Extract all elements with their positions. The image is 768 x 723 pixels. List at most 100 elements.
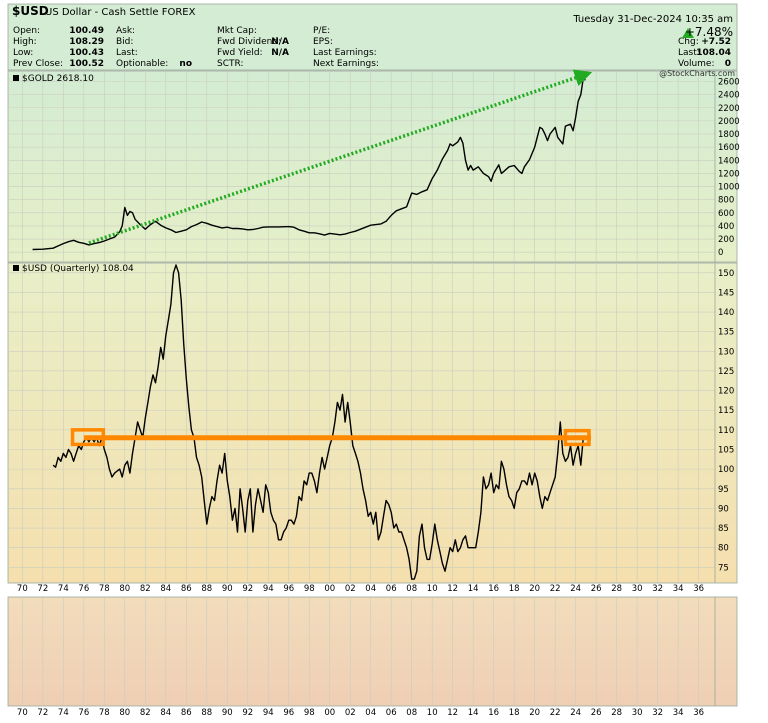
usd-series-line	[52, 264, 584, 580]
header-name: US Dollar - Cash Settle FOREX	[45, 7, 196, 18]
y-tick-label: 90	[718, 504, 729, 514]
x-tick-label: 18	[509, 584, 520, 594]
y-tick-label: 100	[718, 465, 734, 475]
y-tick-label: 800	[718, 196, 734, 206]
x-tick-label: 84	[160, 708, 171, 718]
x-tick-label: 02	[345, 708, 356, 718]
y-tick-label: 130	[718, 347, 734, 357]
x-tick-label: 70	[17, 708, 28, 718]
x-tick-label: 00	[324, 708, 335, 718]
x-tick-label: 02	[345, 584, 356, 594]
x-tick-label: 24	[570, 708, 581, 718]
y-tick-label: 1400	[718, 156, 740, 166]
y-tick-label: 1200	[718, 169, 740, 179]
y-tick-label: 95	[718, 485, 729, 495]
x-tick-label: 04	[365, 584, 376, 594]
usd-box-right	[563, 428, 591, 447]
grid	[8, 71, 715, 706]
header-field-value: 0	[725, 59, 731, 69]
x-tick-label: 20	[529, 584, 540, 594]
y-tick-label: 145	[718, 288, 734, 298]
x-tick-label: 76	[78, 708, 89, 718]
header-field-value: N/A	[271, 37, 289, 47]
x-tick-label: 88	[201, 708, 212, 718]
y-tick-label: 0	[718, 248, 723, 258]
y-tick-label: 150	[718, 269, 734, 279]
header-field-label: Next Earnings:	[313, 59, 379, 69]
header-field-label: Mkt Cap:	[217, 26, 257, 36]
x-tick-label: 72	[37, 708, 48, 718]
x-tick-label: 78	[99, 708, 110, 718]
header-field-label: Bid:	[116, 37, 133, 47]
x-tick-label: 10	[427, 708, 438, 718]
x-tick-label: 00	[324, 584, 335, 594]
gold-trend-arrow	[88, 69, 593, 245]
x-tick-label: 32	[652, 708, 663, 718]
x-tick-label: 98	[304, 584, 315, 594]
x-tick-label: 36	[693, 708, 704, 718]
y-tick-label: 1600	[718, 143, 740, 153]
axes: 70 70 72 72 74 74 76 76 78 78 80 80 82 82 84 84 86 86 88 88…	[17, 71, 740, 718]
header-field-value: no	[179, 59, 192, 69]
y-tick-label: 2600	[718, 78, 740, 88]
x-tick-label: 86	[181, 708, 192, 718]
x-tick-label: 76	[78, 584, 89, 594]
x-tick-label: 94	[263, 584, 274, 594]
x-tick-label: 78	[99, 584, 110, 594]
x-tick-label: 28	[611, 584, 622, 594]
x-tick-label: 08	[406, 708, 417, 718]
header-field-label: Low:	[13, 48, 33, 58]
empty-panel	[7, 596, 738, 707]
header-field-label: Fwd Yield:	[217, 48, 263, 58]
y-tick-label: 85	[718, 524, 729, 534]
header-field-value: +7.52	[701, 37, 731, 47]
header-field-label: P/E:	[313, 26, 330, 36]
usd-panel	[7, 262, 738, 584]
x-tick-label: 84	[160, 584, 171, 594]
x-tick-label: 06	[386, 584, 397, 594]
header-panel	[7, 3, 738, 71]
y-tick-label: 115	[718, 406, 734, 416]
x-tick-label: 10	[427, 584, 438, 594]
x-tick-label: 20	[529, 708, 540, 718]
x-tick-label: 94	[263, 708, 274, 718]
y-tick-label: 125	[718, 367, 734, 377]
x-tick-label: 92	[242, 708, 253, 718]
y-tick-label: 75	[718, 563, 729, 573]
header-field-value: 108.04	[696, 48, 731, 58]
header-field-label: Volume:	[678, 59, 715, 69]
header-field-label: Last:	[116, 48, 138, 58]
header-field-label: High:	[13, 37, 37, 47]
header-symbol: $USD	[12, 4, 49, 18]
x-tick-label: 08	[406, 584, 417, 594]
up-arrow-icon	[682, 28, 694, 38]
y-tick-label: 1000	[718, 183, 740, 193]
x-tick-label: 14	[468, 708, 479, 718]
header-field-label: Last Earnings:	[313, 48, 377, 58]
x-tick-label: 98	[304, 708, 315, 718]
x-tick-label: 22	[550, 584, 561, 594]
y-tick-label: 105	[718, 446, 734, 456]
x-tick-label: 34	[673, 584, 684, 594]
header-field-value: 100.43	[69, 48, 104, 58]
y-tick-label: 110	[718, 426, 734, 436]
x-tick-label: 26	[591, 708, 602, 718]
x-tick-label: 88	[201, 584, 212, 594]
y-tick-label: 400	[718, 222, 734, 232]
y-tick-label: 140	[718, 308, 734, 318]
y-tick-label: 200	[718, 235, 734, 245]
x-tick-label: 74	[58, 708, 69, 718]
header-field-label: Ask:	[116, 26, 135, 36]
x-tick-label: 14	[468, 584, 479, 594]
gold-legend: $GOLD 2618.10	[22, 74, 94, 84]
watermark: @StockCharts.com	[659, 69, 735, 78]
x-tick-label: 34	[673, 708, 684, 718]
x-tick-label: 92	[242, 584, 253, 594]
x-tick-label: 06	[386, 708, 397, 718]
x-tick-label: 22	[550, 708, 561, 718]
x-tick-label: 28	[611, 708, 622, 718]
x-tick-label: 16	[488, 708, 499, 718]
x-tick-label: 80	[119, 584, 130, 594]
